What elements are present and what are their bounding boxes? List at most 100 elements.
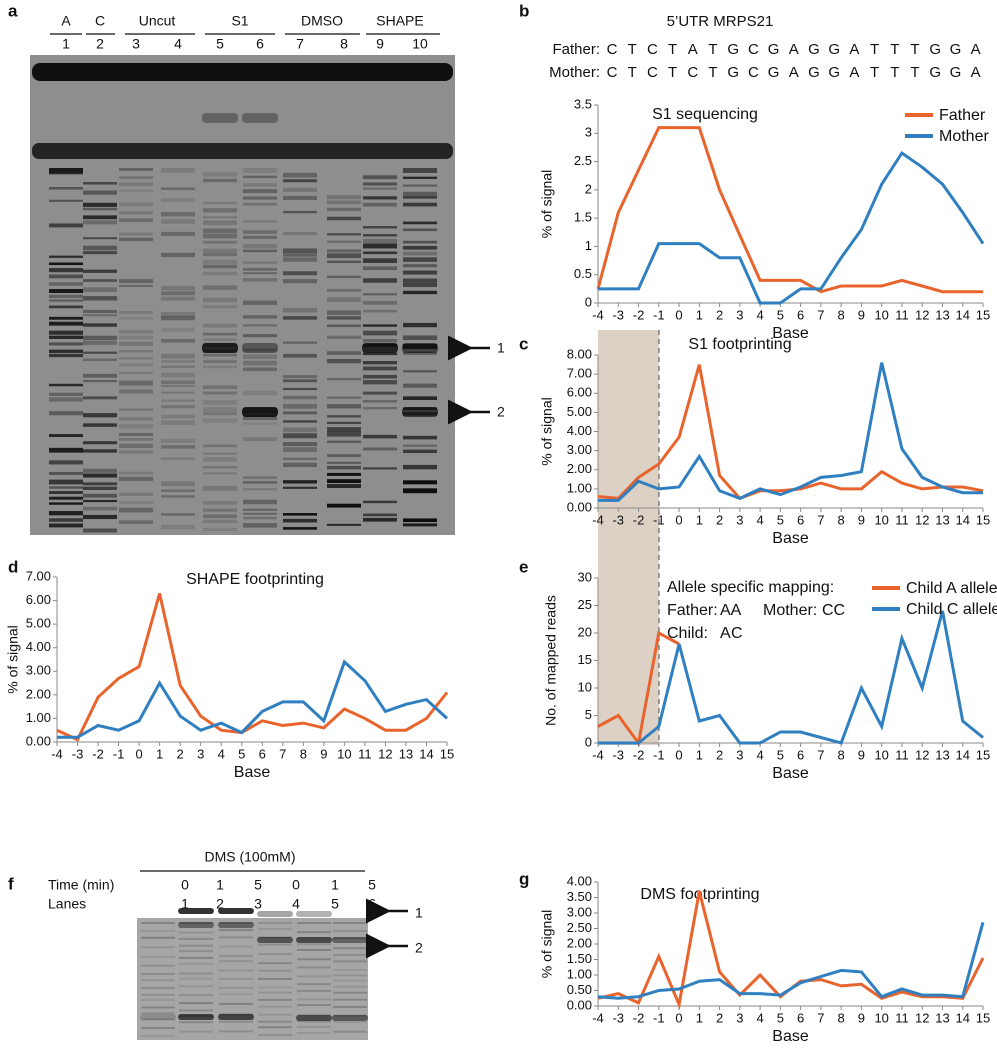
gel-band [161,445,195,449]
gel-band [218,922,254,928]
gel-band [141,946,175,949]
lane-number: 8 [340,36,348,52]
gel-band [161,457,195,460]
gel-band [243,523,277,528]
gel-band [258,977,292,980]
gel-band [179,944,213,947]
y-tick-label: 3.00 [567,442,592,457]
gel-band [49,460,83,465]
y-tick-label: 1.00 [26,710,51,725]
gel-band [243,202,277,206]
gel-band [83,245,117,251]
annotation: CC [822,602,845,619]
gel-band [141,993,175,996]
time-value: 0 [292,877,300,893]
gel-band [333,929,367,932]
gel-band [203,240,237,244]
y-tick-label: 0.00 [567,499,592,514]
arrow-label: 2 [497,404,505,420]
gel-band [202,343,238,353]
annotation: Child: [667,625,708,642]
sequence-letter: A [789,41,799,58]
gel-band [203,252,237,257]
gel-band [161,495,195,498]
sequence-letter: T [910,64,919,81]
annotation: Father: [667,602,718,619]
legend-label: Child C allele [906,601,997,618]
gel-band [327,335,361,339]
gel-band [83,441,117,445]
gel-band [332,1015,368,1021]
gel-band [203,323,237,328]
gel-band [363,352,397,356]
gel-band [119,341,153,347]
gel-band [327,421,361,425]
gel-band [119,424,153,429]
x-tick-label: 2 [716,1010,723,1025]
gel-band [283,231,317,236]
gel-band [258,991,292,994]
gel-band [283,433,317,439]
y-tick-label: 5.00 [26,616,51,631]
gel-band [49,168,83,173]
gel-band [402,343,438,353]
x-axis-label: Base [772,530,809,547]
gel-band [119,182,153,187]
gel-band [297,922,331,924]
shaded-region [598,330,659,745]
gel-band [283,172,317,178]
gel-band [83,207,117,211]
gel-band [141,972,175,975]
y-tick-label: 2 [585,181,592,196]
y-axis-label: % of signal [539,170,555,238]
gel-band [83,449,117,453]
x-tick-label: 11 [358,746,372,761]
gel-band [243,415,277,421]
gel-band [161,231,195,237]
panel-label: e [519,557,528,576]
gel-band [49,282,83,286]
gel-band [327,195,361,200]
gel-band [141,1006,175,1009]
gel-band [363,309,397,313]
x-tick-label: 5 [777,747,784,762]
gel-band [258,1020,292,1023]
data-line [598,362,983,502]
sequence-letter: A [849,64,859,81]
gel-band [363,360,397,365]
y-tick-label: 3.5 [574,96,592,111]
x-tick-label: 10 [874,1010,888,1025]
x-tick-label: 0 [675,307,682,322]
gel-band [403,464,437,470]
y-tick-label: 7.00 [567,366,592,381]
x-tick-label: 6 [797,512,804,527]
gel-band [297,989,331,992]
y-tick-label: 0 [585,734,592,749]
gel-band [283,308,317,313]
gel-band [83,396,117,400]
x-tick-label: 1 [696,747,703,762]
gel-band [363,278,397,283]
gel-band [119,501,153,504]
gel-band [403,335,437,341]
annotation: C [731,625,743,642]
gel-band [327,297,361,303]
gel-band [283,195,317,200]
gel-band [327,249,361,253]
gel-band [49,491,83,494]
gel-band [363,225,397,229]
gel-band [83,202,117,207]
gel-band [333,960,367,963]
gel-band [83,279,117,282]
gel-band [403,322,437,328]
gel-band [363,293,397,296]
gel-band [83,190,117,195]
sequence-letter: G [950,64,962,81]
x-tick-label: 3 [197,746,204,761]
gel-band [161,353,195,359]
gel-band [119,432,153,436]
gel-band [283,395,317,400]
gel-band [333,979,367,982]
gel-band [203,407,237,413]
y-tick-label: 0.00 [567,997,592,1012]
